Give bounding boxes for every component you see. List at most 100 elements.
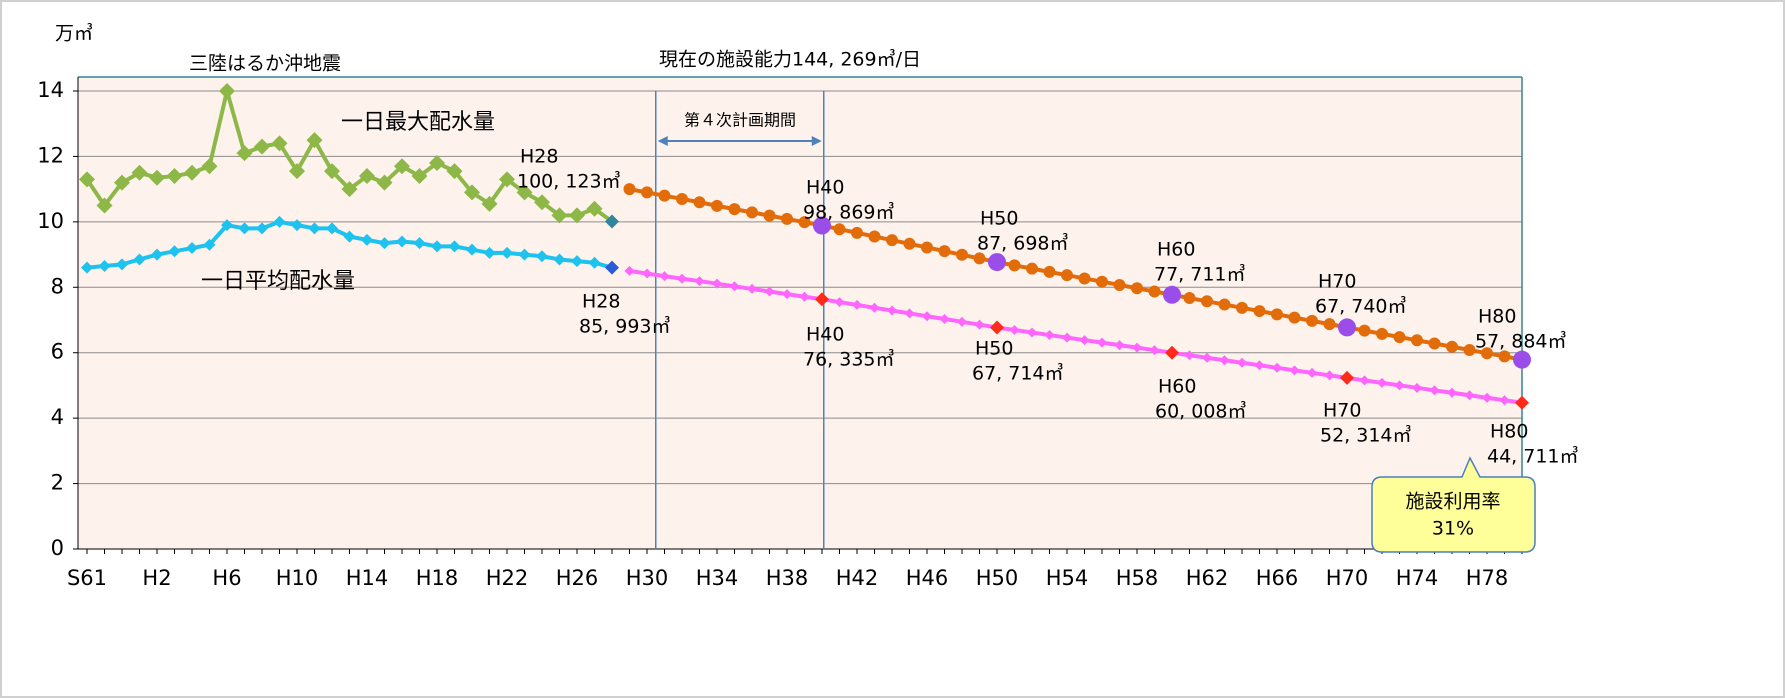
annotation: 100, 123㎥ xyxy=(517,171,621,193)
y-tick-label: 14 xyxy=(37,78,64,102)
x-tick-label: H66 xyxy=(1256,566,1299,590)
point xyxy=(1323,318,1336,331)
point xyxy=(376,174,393,191)
point xyxy=(658,189,671,202)
point xyxy=(1148,285,1161,298)
point xyxy=(569,207,585,224)
x-tick-label: H38 xyxy=(766,566,809,590)
point xyxy=(553,253,566,266)
point xyxy=(1008,259,1021,272)
annotation: H40 xyxy=(806,324,844,346)
point xyxy=(939,314,950,325)
point xyxy=(1306,314,1318,327)
point xyxy=(291,219,303,232)
point xyxy=(1183,292,1196,305)
point xyxy=(921,241,933,254)
point xyxy=(98,260,111,273)
annotation: 44, 711㎥ xyxy=(1487,446,1579,468)
series-label: 一日最大配水量 xyxy=(341,110,495,135)
y-tick-label: 8 xyxy=(51,274,64,298)
point xyxy=(396,235,408,248)
callout-text: 31% xyxy=(1432,518,1474,540)
x-tick-label: H30 xyxy=(626,566,669,590)
point xyxy=(798,216,811,229)
annotation: 60, 008㎥ xyxy=(1155,401,1247,423)
point xyxy=(1149,345,1160,356)
point xyxy=(746,206,758,219)
point xyxy=(151,248,163,261)
point xyxy=(799,291,810,302)
annotation: 76, 335㎥ xyxy=(803,349,895,371)
annotation: H28 xyxy=(582,291,620,313)
point xyxy=(114,174,130,191)
point xyxy=(1043,265,1056,278)
point xyxy=(1377,377,1387,388)
point xyxy=(168,245,181,258)
annotation: 77, 711㎥ xyxy=(1154,264,1246,286)
annotation: H70 xyxy=(1318,271,1356,293)
point xyxy=(571,255,583,268)
point xyxy=(676,192,688,205)
point xyxy=(221,219,233,232)
point xyxy=(359,168,375,185)
point xyxy=(1114,340,1125,351)
point xyxy=(1481,347,1493,360)
point xyxy=(973,252,986,265)
point xyxy=(1289,365,1300,376)
point xyxy=(186,242,198,255)
point xyxy=(1358,324,1371,337)
point xyxy=(499,171,515,188)
point xyxy=(236,145,253,162)
point xyxy=(1394,380,1405,391)
series-label: 一日平均配水量 xyxy=(201,269,355,294)
y-unit: 万㎥ xyxy=(55,23,93,45)
point xyxy=(116,258,128,271)
point xyxy=(782,289,792,300)
point xyxy=(411,168,428,185)
point xyxy=(1165,345,1179,360)
point xyxy=(324,163,340,180)
point xyxy=(641,186,653,199)
point xyxy=(1376,327,1388,340)
point xyxy=(974,319,985,330)
point xyxy=(1078,272,1091,285)
point xyxy=(483,246,496,259)
annotation: 第４次計画期間 xyxy=(684,111,796,130)
point xyxy=(1412,382,1422,393)
point xyxy=(203,238,216,251)
point xyxy=(1026,262,1038,275)
point xyxy=(1463,343,1476,356)
point xyxy=(694,276,705,287)
x-tick-label: H54 xyxy=(1046,566,1089,590)
annotation: H40 xyxy=(806,177,844,199)
annotation: 67, 714㎥ xyxy=(972,363,1064,385)
point xyxy=(431,240,443,253)
point xyxy=(1499,395,1510,406)
point xyxy=(308,222,321,235)
annotation: 67, 740㎥ xyxy=(1315,296,1407,318)
point xyxy=(938,245,951,258)
series-line xyxy=(629,268,1523,405)
annotation: H50 xyxy=(980,208,1018,230)
point xyxy=(166,168,183,185)
point xyxy=(96,197,113,214)
point xyxy=(378,237,391,250)
point xyxy=(131,164,148,181)
x-tick-label: H2 xyxy=(142,566,171,590)
point xyxy=(642,268,652,279)
point xyxy=(1515,395,1529,410)
point xyxy=(1237,357,1247,368)
point xyxy=(764,286,775,297)
point xyxy=(834,297,845,308)
point xyxy=(343,230,356,243)
point xyxy=(1513,350,1531,369)
point xyxy=(256,222,268,235)
annotation: 57, 884㎥ xyxy=(1475,331,1567,353)
point xyxy=(1338,318,1356,337)
point xyxy=(1131,282,1143,295)
point xyxy=(623,183,636,196)
y-tick-label: 12 xyxy=(37,143,64,167)
point xyxy=(238,222,251,235)
point xyxy=(922,311,932,322)
point xyxy=(833,223,846,236)
